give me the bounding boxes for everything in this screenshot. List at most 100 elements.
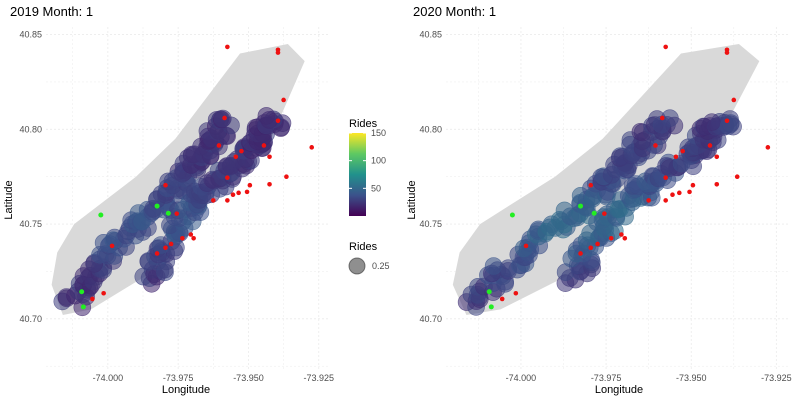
station-point-red	[309, 145, 315, 150]
ticks: -74.000 -73.975 -73.950 -73.925 40.70 40.75 40…	[419, 30, 791, 383]
station-point-red	[588, 245, 594, 251]
station-point-red	[163, 182, 168, 188]
y-tick-label: 40.75	[19, 219, 42, 229]
station-point-red	[523, 243, 529, 249]
colorbar	[349, 133, 366, 216]
station-point-red	[101, 290, 106, 296]
y-tick-label: 40.75	[419, 219, 442, 229]
station-point-red	[225, 175, 230, 180]
station-point-red	[284, 174, 289, 180]
station-point-red	[622, 235, 628, 241]
y-tick-label: 40.80	[19, 124, 42, 134]
station-point-red	[225, 44, 230, 50]
station-point-red	[233, 154, 239, 160]
station-point-red	[163, 245, 168, 251]
y-axis-label: Latitude	[406, 180, 418, 219]
y-tick-label: 40.70	[419, 314, 442, 324]
ride-bubbles	[53, 107, 292, 317]
colorbar-tick-label: 50	[371, 183, 381, 193]
station-point-green	[578, 203, 584, 209]
x-tick-label: -73.950	[233, 373, 264, 383]
station-point-red	[707, 143, 713, 148]
station-point-red	[670, 192, 675, 198]
station-point-red	[690, 182, 696, 188]
station-point-red	[687, 189, 692, 195]
panel-2019: -74.000 -73.975 -73.950 -73.925 40.70 40.75 40…	[3, 4, 334, 396]
station-point-red	[239, 148, 244, 154]
x-tick-label: -73.925	[303, 373, 334, 383]
y-tick-label: 40.85	[419, 30, 442, 40]
station-point-red	[211, 198, 216, 203]
x-tick-label: -74.000	[506, 373, 537, 383]
station-point-green	[154, 203, 160, 209]
ride-bubble	[721, 114, 740, 132]
station-point-red	[236, 190, 241, 196]
station-point-red	[247, 182, 253, 188]
station-point-red	[659, 115, 665, 121]
station-point-red	[225, 198, 230, 203]
size-legend-label: 0.25	[372, 261, 390, 271]
station-point-green	[509, 212, 515, 218]
station-point-green	[486, 289, 492, 295]
station-point-red	[673, 154, 679, 160]
panel-2020: -74.000 -73.975 -73.950 -73.925 40.70 40.75 40…	[406, 4, 792, 396]
station-point-red	[663, 44, 668, 50]
y-axis-label: Latitude	[3, 180, 15, 219]
x-tick-label: -73.950	[676, 373, 707, 383]
station-point-red	[663, 175, 668, 180]
station-point-red	[619, 232, 624, 237]
y-tick-label: 40.80	[419, 124, 442, 134]
station-point-red	[734, 174, 740, 180]
station-point-red	[595, 241, 600, 247]
ride-bubble	[702, 113, 721, 131]
color-legend-title: Rides	[349, 118, 378, 130]
station-point-red	[724, 118, 730, 124]
x-tick-label: -73.925	[761, 373, 792, 383]
station-point-green	[80, 304, 86, 310]
ride-bubble	[260, 111, 279, 129]
station-point-red	[154, 251, 160, 256]
station-point-red	[724, 50, 730, 55]
station-point-red	[608, 235, 614, 241]
station-point-red	[578, 251, 583, 256]
station-point-green	[591, 210, 597, 216]
station-point-red	[174, 211, 180, 216]
station-point-red	[714, 181, 720, 187]
station-point-red	[680, 148, 686, 154]
x-axis-label: Longitude	[162, 384, 210, 396]
station-point-red	[677, 190, 682, 196]
station-point-red	[230, 192, 236, 198]
panel-title: 2020 Month: 1	[413, 4, 496, 19]
station-point-red	[275, 118, 281, 124]
station-point-red	[281, 97, 286, 103]
station-point-red	[180, 235, 185, 241]
size-legend-key	[348, 257, 366, 275]
station-point-red	[646, 198, 651, 203]
station-point-red	[275, 50, 281, 55]
y-tick-label: 40.70	[19, 314, 42, 324]
station-point-red	[216, 143, 222, 148]
station-point-red	[765, 145, 771, 150]
stations	[79, 44, 315, 310]
station-point-red	[188, 232, 194, 237]
ride-bubbles	[457, 109, 742, 316]
ride-bubble	[484, 257, 503, 275]
x-tick-label: -74.000	[93, 373, 124, 383]
station-point-red	[663, 198, 668, 203]
station-point-red	[513, 290, 519, 296]
x-tick-label: -73.975	[591, 373, 622, 383]
colorbar-ticks: 50 100 150	[349, 128, 386, 193]
colorbar-tick-label: 100	[371, 156, 386, 166]
y-tick-label: 40.85	[19, 30, 42, 40]
station-point-green	[165, 210, 171, 216]
size-legend-title: Rides	[349, 241, 378, 253]
station-point-red	[588, 182, 594, 188]
colorbar-tick-label: 150	[371, 128, 386, 138]
station-point-green	[488, 304, 494, 310]
station-point-red	[191, 235, 196, 241]
station-point-red	[267, 154, 272, 160]
ticks: -74.000 -73.975 -73.950 -73.925 40.70 40.75 40…	[19, 30, 334, 383]
station-point-red	[244, 189, 250, 195]
station-point-red	[731, 97, 737, 103]
